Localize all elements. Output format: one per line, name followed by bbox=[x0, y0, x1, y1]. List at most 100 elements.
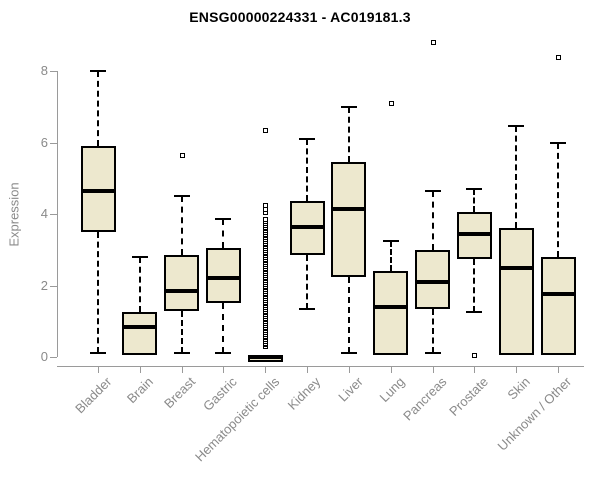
box-brain bbox=[122, 312, 158, 356]
whisker-lower-prostate bbox=[473, 258, 476, 313]
y-axis-tick bbox=[50, 357, 57, 358]
whisker-cap-lower-kidney bbox=[299, 307, 316, 310]
whisker-cap-upper-brain bbox=[131, 255, 148, 258]
y-tick-label: 6 bbox=[40, 134, 48, 150]
x-axis-tick-liver bbox=[348, 366, 350, 373]
whisker-cap-upper-bladder bbox=[90, 70, 106, 72]
x-axis-tick-unknown-other bbox=[558, 366, 560, 373]
box-lung bbox=[373, 271, 409, 356]
x-axis-tick-pancreas bbox=[432, 366, 434, 373]
outlier-point-hematopoietic-cells bbox=[263, 217, 269, 223]
whisker-cap-upper-lung bbox=[382, 239, 399, 242]
whisker-cap-upper-gastric bbox=[215, 218, 232, 221]
y-axis-tick bbox=[50, 71, 57, 72]
whisker-upper-breast bbox=[180, 196, 183, 256]
median-breast bbox=[164, 288, 200, 293]
median-kidney bbox=[289, 224, 325, 229]
y-tick-label: 2 bbox=[40, 277, 48, 293]
whisker-cap-lower-gastric bbox=[215, 352, 232, 355]
y-axis-tick bbox=[50, 142, 57, 144]
whisker-lower-bladder bbox=[97, 231, 99, 354]
whisker-cap-lower-breast bbox=[173, 352, 190, 355]
whisker-cap-upper-pancreas bbox=[424, 189, 441, 192]
box-unknown-other bbox=[540, 256, 576, 356]
y-axis-line bbox=[57, 71, 58, 357]
box-liver bbox=[331, 162, 367, 277]
median-bladder bbox=[80, 188, 116, 193]
box-skin bbox=[498, 228, 534, 356]
whisker-cap-upper-unknown-other bbox=[550, 141, 567, 144]
median-unknown-other bbox=[540, 292, 576, 297]
median-hematopoietic-cells bbox=[247, 355, 283, 359]
x-axis-tick-lung bbox=[390, 366, 392, 373]
x-axis-tick-kidney bbox=[307, 366, 309, 373]
x-axis-tick-gastric bbox=[223, 366, 225, 373]
y-tick-label: 4 bbox=[40, 206, 48, 221]
x-axis-tick-prostate bbox=[474, 366, 476, 373]
whisker-upper-liver bbox=[347, 106, 350, 163]
chart-title: ENSG00000224331 - AC019181.3 bbox=[189, 9, 411, 25]
outlier-point-prostate bbox=[472, 353, 478, 359]
x-tick-label-prostate: Prostate bbox=[446, 374, 491, 419]
whisker-cap-upper-kidney bbox=[299, 137, 316, 140]
x-tick-label-breast: Breast bbox=[161, 374, 199, 412]
x-axis-tick-hematopoietic-cells bbox=[265, 366, 267, 373]
median-skin bbox=[498, 265, 534, 270]
whisker-lower-pancreas bbox=[431, 308, 434, 354]
x-tick-label-bladder: Bladder bbox=[72, 374, 115, 417]
x-tick-label-unknown-other: Unknown / Other bbox=[495, 374, 575, 454]
box-gastric bbox=[205, 247, 241, 304]
median-lung bbox=[373, 304, 409, 309]
y-axis-tick bbox=[50, 214, 57, 215]
whisker-upper-kidney bbox=[306, 138, 309, 202]
outlier-point-unknown-other bbox=[556, 54, 562, 60]
whisker-upper-prostate bbox=[473, 188, 476, 213]
outlier-point-hematopoietic-cells bbox=[263, 203, 269, 209]
median-brain bbox=[122, 324, 158, 329]
x-axis-tick-breast bbox=[181, 366, 183, 373]
median-liver bbox=[331, 206, 367, 211]
x-axis-line bbox=[57, 366, 584, 367]
whisker-cap-upper-skin bbox=[508, 125, 525, 128]
whisker-cap-lower-prostate bbox=[466, 311, 483, 314]
outlier-point-lung bbox=[388, 101, 394, 107]
whisker-cap-lower-pancreas bbox=[424, 352, 441, 355]
x-axis-tick-bladder bbox=[98, 366, 99, 373]
outlier-point-hematopoietic-cells bbox=[263, 127, 269, 133]
x-tick-label-pancreas: Pancreas bbox=[399, 374, 450, 424]
whisker-cap-upper-prostate bbox=[466, 187, 483, 190]
y-tick-label: 0 bbox=[40, 349, 48, 364]
median-gastric bbox=[205, 276, 241, 281]
box-pancreas bbox=[415, 249, 451, 309]
x-tick-label-brain: Brain bbox=[124, 374, 157, 407]
whisker-lower-kidney bbox=[306, 255, 309, 309]
outlier-point-pancreas bbox=[430, 40, 436, 46]
whisker-upper-pancreas bbox=[431, 190, 434, 250]
whisker-cap-upper-liver bbox=[340, 105, 357, 108]
x-axis-tick-brain bbox=[139, 366, 141, 373]
whisker-upper-unknown-other bbox=[557, 142, 560, 257]
whisker-upper-bladder bbox=[97, 71, 99, 147]
x-tick-label-gastric: Gastric bbox=[200, 374, 241, 414]
y-tick-label: 8 bbox=[40, 63, 48, 78]
whisker-lower-liver bbox=[347, 276, 350, 354]
median-pancreas bbox=[415, 279, 451, 284]
x-tick-label-liver: Liver bbox=[334, 374, 366, 405]
y-axis-tick bbox=[50, 285, 57, 287]
x-tick-label-lung: Lung bbox=[376, 374, 408, 406]
x-tick-label-kidney: Kidney bbox=[285, 374, 324, 413]
x-axis-tick-skin bbox=[516, 366, 518, 373]
whisker-upper-brain bbox=[138, 256, 141, 313]
whisker-lower-breast bbox=[180, 310, 183, 354]
outlier-point-breast bbox=[179, 153, 185, 158]
box-breast bbox=[164, 255, 200, 311]
whisker-lower-gastric bbox=[222, 303, 225, 354]
whisker-upper-skin bbox=[515, 126, 518, 229]
whisker-cap-lower-bladder bbox=[90, 352, 106, 355]
median-prostate bbox=[456, 231, 492, 236]
whisker-cap-lower-liver bbox=[340, 352, 357, 355]
whisker-upper-gastric bbox=[222, 219, 225, 248]
x-tick-label-skin: Skin bbox=[504, 374, 533, 403]
whisker-upper-lung bbox=[389, 240, 392, 272]
